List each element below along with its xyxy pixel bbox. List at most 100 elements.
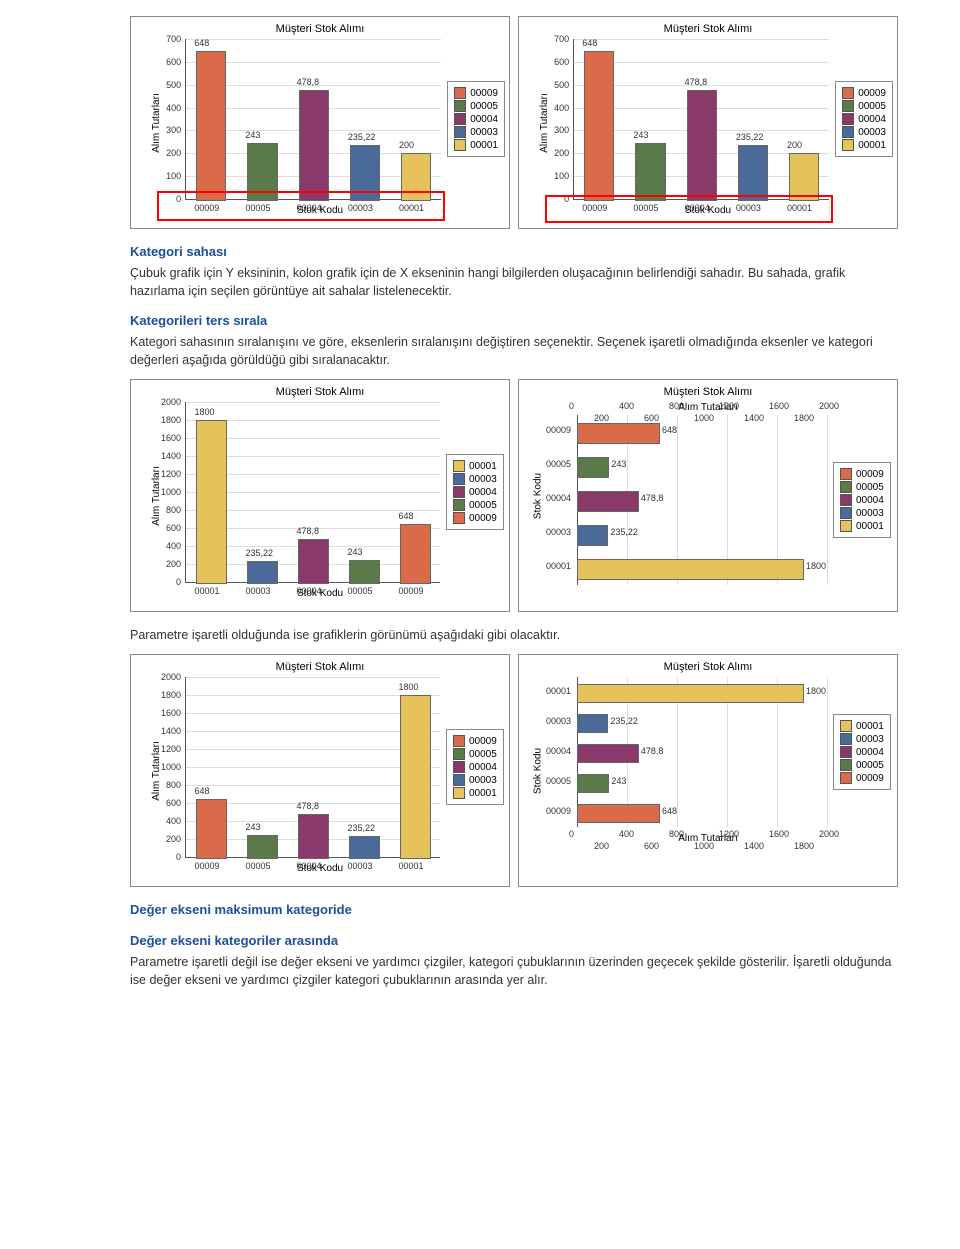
legend-swatch (842, 87, 854, 99)
legend-item: 00009 (453, 735, 497, 747)
y-tick: 1000 (161, 487, 181, 497)
bar (196, 51, 226, 201)
chart-2a: Müşteri Stok Alımı Alım Tutarları 020040… (130, 379, 510, 612)
x-tick: 00001 (194, 586, 219, 596)
bar-value-label: 235,22 (245, 548, 273, 558)
legend-item: 00001 (840, 720, 884, 732)
bar (584, 51, 614, 201)
bar-value-label: 243 (611, 776, 626, 786)
highlight-box (157, 191, 445, 221)
y-tick: 800 (166, 505, 181, 515)
bar (577, 457, 609, 478)
legend-swatch (454, 139, 466, 151)
y-tick: 00009 (546, 425, 571, 435)
legend-label: 00003 (470, 127, 498, 138)
bar-value-label: 235,22 (610, 527, 638, 537)
legend: 0000900005000040000300001 (833, 462, 891, 538)
y-tick: 100 (166, 171, 181, 181)
legend-item: 00009 (840, 772, 884, 784)
y-axis-label: Alım Tutarları (539, 93, 550, 152)
bar (247, 561, 277, 584)
x-tick: 800 (669, 829, 684, 839)
legend-item: 00005 (453, 748, 497, 760)
legend-item: 00004 (842, 113, 886, 125)
x-tick: 1600 (769, 829, 789, 839)
y-tick: 700 (166, 34, 181, 44)
y-tick: 00004 (546, 746, 571, 756)
y-tick: 0 (176, 852, 181, 862)
legend-label: 00009 (469, 513, 497, 524)
legend-swatch (454, 113, 466, 125)
plot-area: 0200400600800100012001400160018002000648… (185, 677, 440, 857)
legend-item: 00004 (840, 746, 884, 758)
legend-item: 00004 (454, 113, 498, 125)
legend-label: 00003 (856, 734, 884, 745)
legend-label: 00005 (469, 749, 497, 760)
legend-item: 00004 (453, 761, 497, 773)
legend-item: 00004 (840, 494, 884, 506)
legend: 0000900005000040000300001 (447, 81, 505, 157)
x-tick-minor: 1800 (794, 841, 814, 851)
legend-label: 00009 (856, 773, 884, 784)
y-tick: 1200 (161, 744, 181, 754)
legend-item: 00001 (453, 460, 497, 472)
plot-area: 0100200300400500600700648000092430000547… (573, 39, 829, 199)
legend-item: 00003 (454, 126, 498, 138)
y-tick: 1400 (161, 451, 181, 461)
legend-label: 00001 (856, 521, 884, 532)
legend-swatch (454, 87, 466, 99)
x-tick: 1600 (769, 401, 789, 411)
paragraph: Çubuk grafik için Y eksininin, kolon gra… (130, 264, 900, 300)
bar-value-label: 648 (398, 511, 413, 521)
y-tick: 00003 (546, 716, 571, 726)
legend-swatch (840, 772, 852, 784)
bar-value-label: 235,22 (736, 132, 764, 142)
bar (577, 423, 660, 444)
legend-label: 00001 (858, 140, 886, 151)
bar-value-label: 478,8 (641, 493, 664, 503)
bar-value-label: 243 (611, 459, 626, 469)
bar (577, 804, 660, 823)
legend-swatch (840, 481, 852, 493)
y-tick: 1600 (161, 708, 181, 718)
legend-item: 00001 (840, 520, 884, 532)
bar (400, 524, 430, 584)
y-tick: 1800 (161, 690, 181, 700)
plot-area: 0400800120016002000200600100014001800180… (577, 677, 827, 827)
y-tick: 200 (554, 148, 569, 158)
legend: 0000100003000040000500009 (833, 714, 891, 790)
bar (577, 744, 639, 763)
bar-value-label: 243 (347, 547, 362, 557)
legend: 0000900005000040000300001 (446, 729, 504, 805)
bar-value-label: 648 (662, 425, 677, 435)
legend-swatch (842, 139, 854, 151)
legend-swatch (453, 761, 465, 773)
bar-value-label: 648 (662, 806, 677, 816)
heading-reverse-categories: Kategorileri ters sırala (130, 312, 900, 331)
legend-swatch (840, 746, 852, 758)
y-tick: 00001 (546, 561, 571, 571)
bar (687, 90, 717, 201)
legend-swatch (453, 473, 465, 485)
legend-item: 00009 (453, 512, 497, 524)
legend-swatch (840, 507, 852, 519)
y-tick: 00001 (546, 686, 571, 696)
legend-item: 00003 (842, 126, 886, 138)
y-tick: 400 (166, 103, 181, 113)
bar-value-label: 1800 (806, 561, 826, 571)
x-tick: 400 (619, 829, 634, 839)
bar (635, 143, 665, 201)
content-block: Parametre işaretli olduğunda ise grafikl… (130, 626, 900, 644)
y-tick: 200 (166, 148, 181, 158)
legend-label: 00003 (469, 775, 497, 786)
y-axis-label: Stok Kodu (533, 748, 544, 794)
x-tick: 00004 (296, 586, 321, 596)
bar-value-label: 648 (582, 38, 597, 48)
y-tick: 600 (166, 57, 181, 67)
bar-value-label: 200 (399, 140, 414, 150)
y-tick: 400 (166, 541, 181, 551)
paragraph: Parametre işaretli değil ise değer eksen… (130, 953, 900, 989)
bar (299, 90, 329, 201)
legend-swatch (453, 787, 465, 799)
y-tick: 00005 (546, 459, 571, 469)
